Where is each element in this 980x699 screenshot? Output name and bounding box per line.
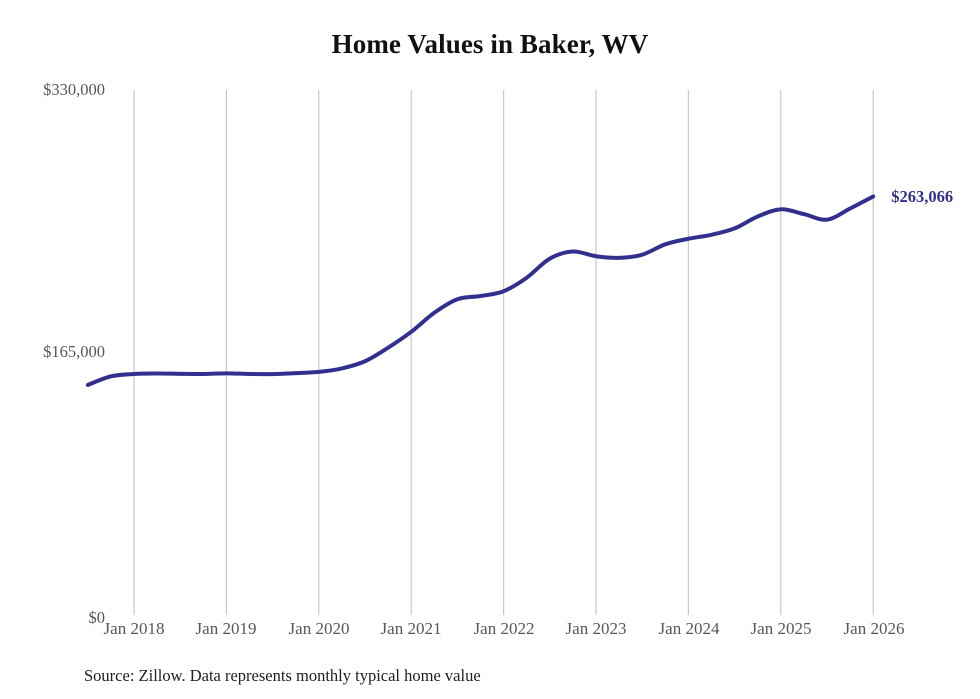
endpoint-value-annotation: $263,066 bbox=[891, 187, 954, 207]
x-axis-tick-jan-2019: Jan 2019 bbox=[195, 619, 257, 638]
x-axis-tick-jan-2021: Jan 2021 bbox=[380, 619, 442, 638]
x-axis-tick-jan-2025: Jan 2025 bbox=[750, 619, 812, 638]
gridlines bbox=[133, 90, 874, 615]
y-axis-tick-label: $0 bbox=[88, 608, 106, 627]
x-axis-tick-jan-2022: Jan 2022 bbox=[473, 619, 535, 638]
x-axis-tick-jan-2018: Jan 2018 bbox=[103, 619, 165, 638]
page-title: Home Values in Baker, WV bbox=[331, 29, 649, 59]
y-axis-tick-label: $330,000 bbox=[43, 80, 105, 99]
x-axis-tick-jan-2020: Jan 2020 bbox=[288, 619, 350, 638]
x-axis-tick-jan-2026: Jan 2026 bbox=[843, 619, 905, 638]
x-axis-tick-jan-2023: Jan 2023 bbox=[565, 619, 627, 638]
y-axis-tick-label: $165,000 bbox=[43, 342, 105, 361]
x-axis-tick-jan-2024: Jan 2024 bbox=[658, 619, 720, 638]
data-line-series-0 bbox=[85, 194, 876, 387]
source-note: Source: Zillow. Data represents monthly … bbox=[84, 666, 481, 685]
